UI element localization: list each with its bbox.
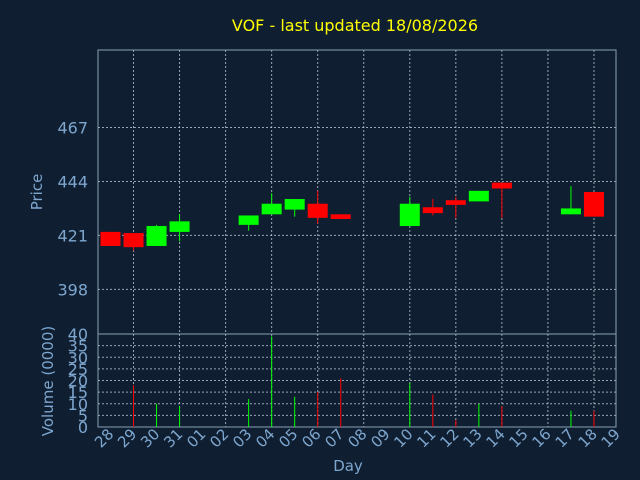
volume-tick-label: 5 <box>78 406 88 425</box>
volume-tick-label: 20 <box>68 372 88 391</box>
volume-plot-frame <box>97 333 617 428</box>
volume-tick-label: 15 <box>68 383 88 402</box>
candle-body <box>261 203 282 215</box>
candle-body <box>399 203 420 227</box>
candle-body <box>146 226 167 246</box>
price-tick-label: 421 <box>57 226 88 245</box>
volume-axis-label: Volume (0000) <box>39 326 57 436</box>
candle-body <box>560 208 581 215</box>
chart-title: VOF - last updated 18/08/2026 <box>232 16 478 35</box>
candle-body <box>330 214 351 219</box>
price-plot-frame <box>97 49 617 335</box>
volume-tick-label: 10 <box>68 395 88 414</box>
price-tick-labels: 398 421 444 467 <box>57 118 88 299</box>
candle-body <box>100 231 121 246</box>
candle-body <box>169 221 190 232</box>
price-tick-label: 444 <box>57 172 88 191</box>
candle-body <box>491 182 512 189</box>
volume-tick-label: 25 <box>68 360 88 379</box>
day-tick-labels: 2829303101020304050607080910111213141516… <box>91 425 624 451</box>
candle-body <box>238 215 259 225</box>
volume-tick-label: 40 <box>68 325 88 344</box>
day-axis-label: Day <box>333 457 363 475</box>
volume-gridlines <box>98 333 616 428</box>
price-tick-label: 467 <box>57 118 88 137</box>
volume-bars <box>133 336 595 427</box>
candle-body <box>468 190 489 202</box>
candles <box>100 182 604 251</box>
candle-body <box>422 207 443 214</box>
candle-body <box>583 192 604 217</box>
volume-tick-label: 30 <box>68 348 88 367</box>
price-tick-label: 398 <box>57 280 88 299</box>
candle-body <box>284 199 305 210</box>
price-gridlines <box>98 50 616 334</box>
candle-body <box>445 200 466 205</box>
candle-body <box>123 233 144 248</box>
price-axis-label: Price <box>28 174 46 211</box>
day-tick-label: 19 <box>598 425 624 451</box>
candle-body <box>307 203 328 218</box>
volume-tick-label: 0 <box>78 418 88 437</box>
volume-tick-label: 35 <box>68 337 88 356</box>
